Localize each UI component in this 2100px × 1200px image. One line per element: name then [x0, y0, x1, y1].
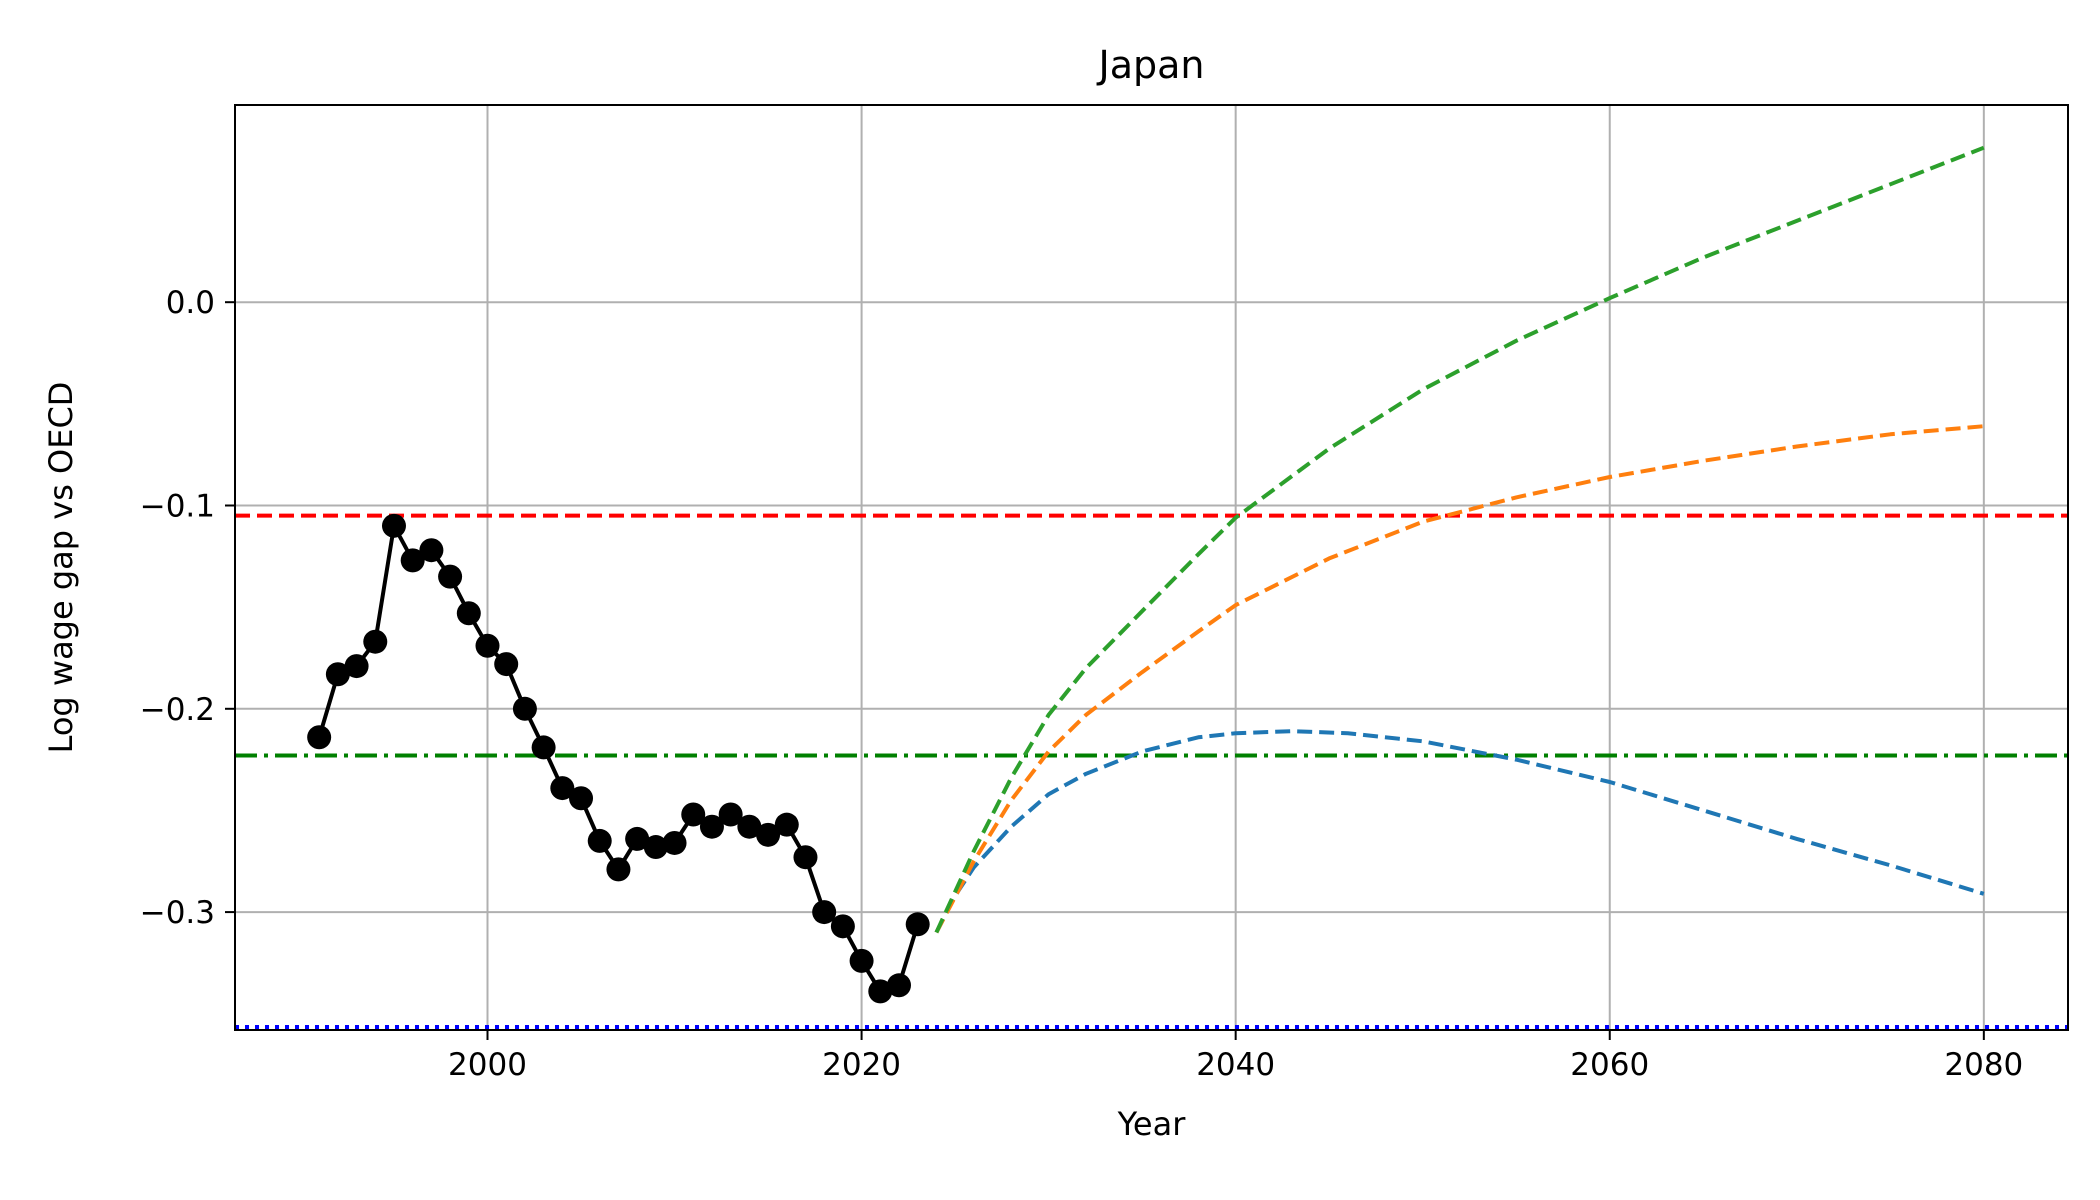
reference-lines [235, 513, 2068, 1029]
data-point [681, 802, 706, 827]
data-point [512, 696, 537, 721]
x-tick-label: 2060 [1570, 1047, 1649, 1083]
grid-lines [235, 105, 2068, 1030]
y-tick-label: 0.0 [166, 285, 215, 321]
data-point [344, 654, 369, 679]
x-tick-label: 2000 [448, 1047, 527, 1083]
series-markers [307, 513, 930, 1004]
data-point [438, 564, 463, 589]
data-point [830, 914, 855, 939]
data-point [531, 735, 556, 760]
series-line [934, 145, 1985, 934]
series-line [934, 729, 1985, 934]
y-tick-label: −0.3 [140, 895, 215, 931]
data-point [756, 822, 781, 847]
data-point [400, 548, 425, 573]
x-tick-label: 2080 [1944, 1047, 2023, 1083]
data-point [643, 835, 668, 860]
chart-title: Japan [1097, 43, 1205, 87]
x-tick-label: 2020 [822, 1047, 901, 1083]
data-point [662, 830, 687, 855]
data-point [868, 979, 893, 1004]
data-point [625, 826, 650, 851]
x-axis-label: Year [1117, 1105, 1187, 1143]
data-point [849, 948, 874, 973]
data-point [606, 857, 631, 882]
data-point [494, 652, 519, 677]
data-point [381, 513, 406, 538]
data-point [456, 601, 481, 626]
data-point [550, 776, 575, 801]
data-point [587, 828, 612, 853]
data-point [905, 912, 930, 937]
data-point [325, 662, 350, 687]
series-line [934, 424, 1984, 934]
data-point [718, 802, 743, 827]
data-point [419, 538, 444, 563]
y-axis-ticks: 0.0 −0.1 −0.2 −0.3 [140, 285, 235, 931]
x-tick-label: 2040 [1196, 1047, 1275, 1083]
data-point [812, 900, 837, 925]
plot-frame [234, 104, 2069, 1031]
data-point [363, 629, 388, 654]
y-tick-label: −0.2 [140, 692, 215, 728]
y-tick-label: −0.1 [140, 488, 215, 524]
data-point [307, 725, 332, 750]
data-point [793, 845, 818, 870]
data-point [475, 633, 500, 658]
data-point [699, 814, 724, 839]
data-point [569, 786, 594, 811]
data-point [774, 812, 799, 837]
x-axis-ticks: 2000 2020 2040 2060 2080 [448, 1030, 2023, 1083]
y-axis-label: Log wage gap vs OECD [42, 382, 80, 754]
data-point [737, 814, 762, 839]
data-point [886, 973, 911, 998]
